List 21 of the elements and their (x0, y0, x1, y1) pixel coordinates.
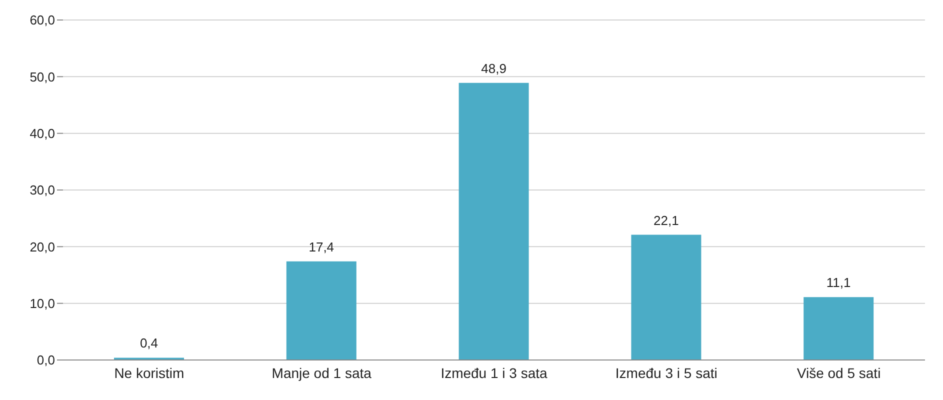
x-tick-label: Između 3 i 5 sati (615, 364, 718, 381)
bar (631, 234, 702, 360)
data-label: 17,4 (308, 239, 334, 254)
y-tick-label: 0,0 (36, 352, 55, 368)
bar (804, 297, 874, 360)
data-label: 0,4 (140, 336, 158, 351)
y-tick-label: 10,0 (30, 296, 55, 311)
data-label: 48,9 (481, 60, 506, 76)
y-tick-label: 40,0 (30, 126, 55, 141)
bar (458, 82, 529, 360)
y-tick-label: 20,0 (30, 239, 55, 254)
y-tick-label: 30,0 (30, 182, 55, 198)
data-label: 22,1 (654, 212, 679, 228)
x-tick-label: Više od 5 sati (796, 364, 881, 381)
y-tick-label: 60,0 (30, 12, 55, 28)
x-tick-label: Manje od 1 sata (272, 364, 372, 381)
x-tick-label: Ne koristim (114, 364, 184, 381)
data-label: 11,1 (826, 275, 851, 290)
y-tick-label: 50,0 (30, 69, 55, 84)
bar (286, 261, 356, 360)
x-tick-label: Između 1 i 3 sata (440, 364, 548, 381)
